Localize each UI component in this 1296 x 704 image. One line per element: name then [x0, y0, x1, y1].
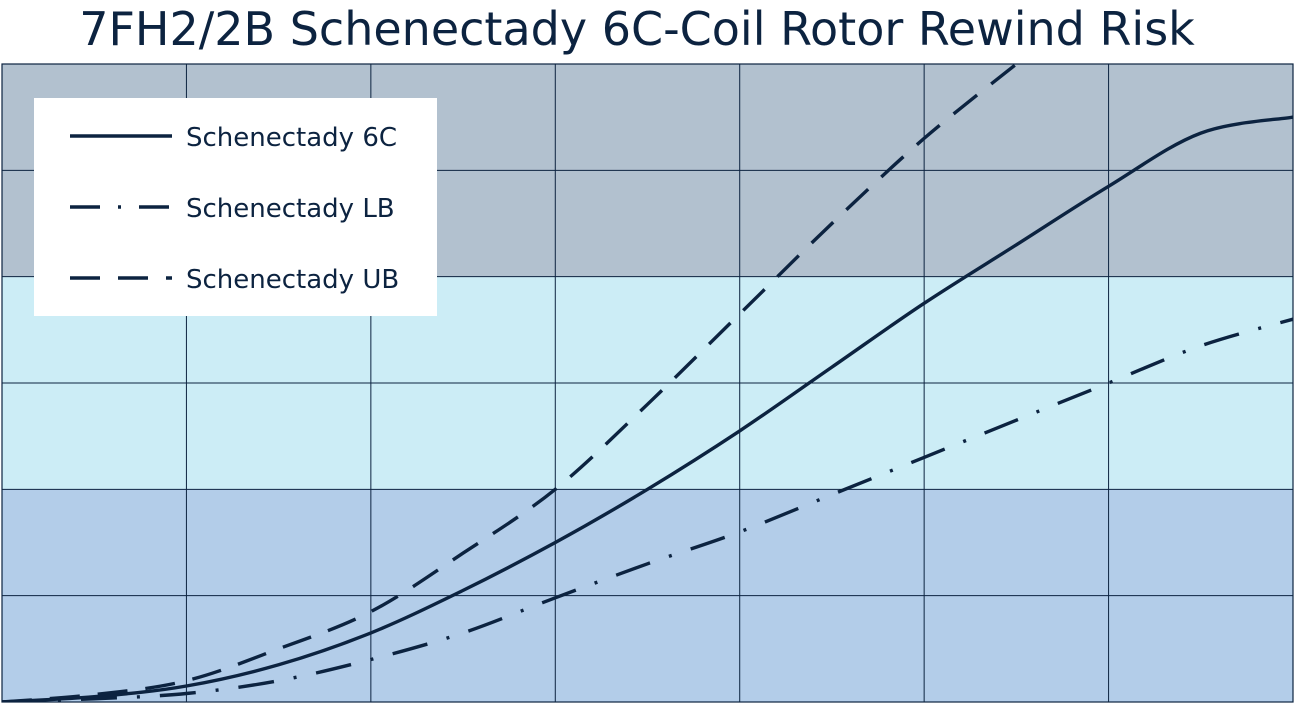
legend-label-2: Schenectady UB: [186, 265, 399, 295]
legend: Schenectady 6C Schenectady LB Schenectady …: [34, 98, 437, 316]
plot-border: [1, 63, 1294, 703]
grid-lines: [2, 64, 1293, 702]
legend-label-1: Schenectady LB: [186, 194, 395, 224]
series-line-schenectady-6c: [2, 115, 1293, 702]
series-lines: [2, 64, 1293, 702]
legend-label-0: Schenectady 6C: [186, 123, 397, 153]
series-line-schenectady-lb: [2, 317, 1293, 702]
series-line-schenectady-ub: [2, 64, 1018, 702]
chart-title: 7FH2/2B Schenectady 6C-Coil Rotor Rewind…: [79, 2, 1195, 56]
